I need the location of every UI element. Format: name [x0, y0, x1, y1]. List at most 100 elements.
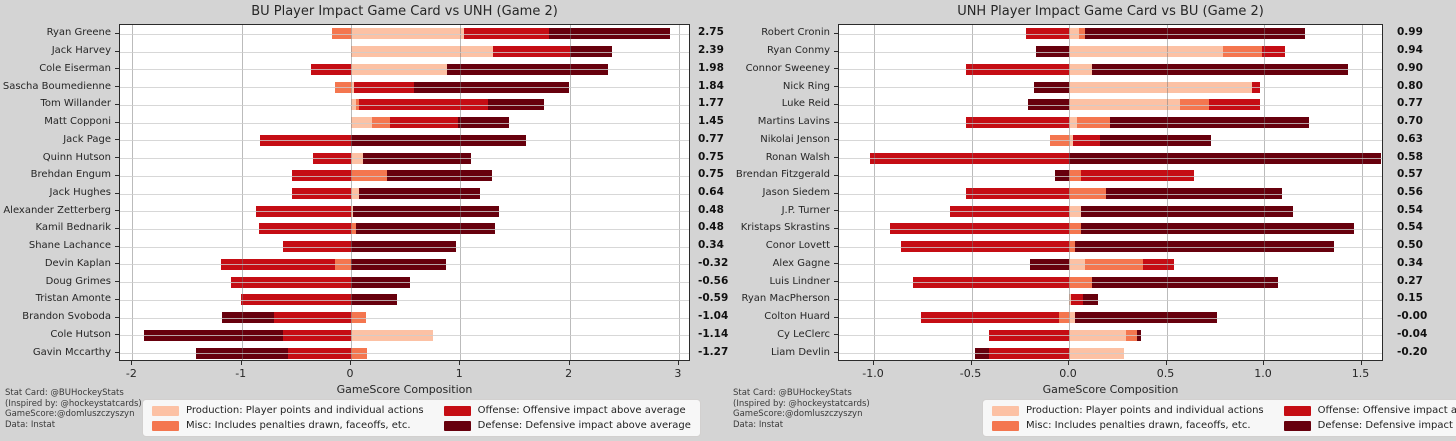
y-tick-mark — [834, 227, 838, 229]
x-tick-label: -0.5 — [959, 367, 982, 380]
y-gridline — [120, 51, 689, 53]
player-name: Ryan Conmy — [766, 45, 830, 57]
player-name: Tom Willander — [40, 98, 111, 110]
chart-title: UNH Player Impact Game Card vs BU (Game … — [957, 4, 1264, 19]
gamescore-total: 0.80 — [1397, 79, 1423, 92]
x-gridline — [1264, 25, 1265, 360]
x-tick-label: 1 — [455, 367, 463, 380]
x-tick-label: 0.0 — [1059, 367, 1077, 380]
player-name: Martins Lavins — [757, 116, 830, 128]
player-name: Conor Lovett — [765, 240, 830, 252]
y-gridline — [120, 299, 689, 301]
x-tick-mark — [1165, 361, 1167, 365]
y-gridline — [839, 140, 1382, 142]
y-gridline — [120, 140, 689, 142]
player-name: Matt Copponi — [44, 116, 111, 128]
gamescore-total: 0.58 — [1397, 150, 1423, 163]
gamescore-total: 1.77 — [698, 97, 724, 110]
x-tick-label: 3 — [674, 367, 682, 380]
x-tick-label: 0.5 — [1156, 367, 1175, 380]
player-name: Ryan Greene — [46, 27, 111, 39]
x-tick-mark — [873, 361, 874, 365]
x-gridline — [678, 25, 680, 360]
y-tick-mark — [834, 139, 838, 141]
y-gridline — [120, 69, 689, 71]
gamescore-total: 0.54 — [1397, 203, 1423, 216]
y-tick-mark — [834, 334, 838, 336]
gamescore-total: 0.75 — [698, 168, 724, 181]
misc-swatch — [992, 420, 1019, 431]
offense-swatch — [1283, 405, 1311, 416]
legend-item-production: Production: Player points and individual… — [152, 405, 424, 416]
y-tick-mark — [115, 227, 119, 229]
legend-label: Defense: Defensive impact above average — [477, 420, 691, 431]
player-name: Jack Hughes — [49, 187, 111, 198]
y-gridline — [120, 158, 689, 160]
player-name: Robert Cronin — [761, 27, 830, 39]
gamescore-total: 0.34 — [1397, 256, 1423, 269]
y-tick-mark — [115, 316, 119, 318]
y-gridline — [839, 246, 1382, 248]
gamescore-total: 0.99 — [1397, 26, 1423, 39]
player-name: Sascha Boumedienne — [2, 80, 111, 92]
gamescore-total: 0.90 — [1397, 61, 1423, 74]
x-tick-label: 2 — [565, 367, 573, 380]
y-tick-mark — [115, 334, 119, 336]
x-tick-mark — [459, 361, 461, 365]
player-name: Gavin Mccarthy — [32, 346, 111, 358]
y-gridline — [839, 299, 1382, 301]
y-gridline — [839, 51, 1382, 53]
x-tick-mark — [970, 361, 972, 365]
gamescore-total: 0.77 — [698, 132, 724, 145]
legend-item-misc: Misc: Includes penalties drawn, faceoffs… — [992, 420, 1264, 431]
legend-label: Production: Player points and individual… — [1026, 405, 1264, 416]
player-name: Liam Devlin — [770, 346, 830, 358]
misc-swatch — [152, 420, 179, 431]
y-tick-mark — [834, 32, 838, 34]
y-tick-mark — [115, 174, 119, 176]
gamescore-total: -0.20 — [1397, 345, 1428, 358]
legend-label: Production: Player points and individual… — [186, 405, 424, 416]
y-tick-mark — [834, 86, 838, 88]
player-name: Tristan Amonte — [35, 293, 111, 305]
legend-label: Offense: Offensive impact above average — [1317, 405, 1456, 416]
y-gridline — [839, 33, 1382, 35]
gamescore-total: -1.27 — [698, 345, 729, 358]
plot-area — [838, 24, 1383, 361]
y-gridline — [839, 335, 1382, 337]
legend-label: Misc: Includes penalties drawn, faceoffs… — [1026, 420, 1251, 431]
player-name: Luis Lindner — [769, 275, 830, 287]
legend-item-misc: Misc: Includes penalties drawn, faceoffs… — [152, 420, 424, 431]
y-gridline — [839, 317, 1382, 319]
y-gridline — [839, 282, 1382, 284]
y-gridline — [120, 264, 689, 266]
y-tick-mark — [115, 86, 119, 88]
x-gridline — [874, 25, 875, 360]
footer-line: Data: Instat — [5, 419, 56, 430]
unh-impact-chart-figure: UNH Player Impact Game Card vs BU (Game … — [728, 0, 1456, 441]
legend-item-offense: Offense: Offensive impact above average — [1283, 405, 1456, 416]
y-gridline — [120, 282, 689, 284]
player-name: Alex Gagne — [772, 257, 830, 269]
gamescore-total: 0.27 — [1397, 274, 1423, 287]
offense-swatch — [443, 405, 471, 416]
y-tick-mark — [834, 192, 838, 194]
player-name: Cole Eiserman — [39, 62, 111, 74]
player-name: Jack Page — [63, 133, 111, 145]
y-gridline — [120, 211, 689, 213]
gamescore-total: -0.56 — [698, 274, 729, 287]
gamescore-total: 0.77 — [1397, 97, 1423, 110]
gamescore-total: 0.50 — [1397, 239, 1423, 252]
x-tick-mark — [1360, 361, 1362, 365]
player-name: Brandon Svoboda — [22, 311, 111, 323]
y-tick-mark — [115, 139, 119, 141]
footer-line: (Inspired by: @hockeystatcards) — [733, 398, 870, 409]
player-name: Alexander Zetterberg — [3, 204, 111, 216]
gamescore-total: 0.56 — [1397, 186, 1423, 198]
y-tick-mark — [115, 157, 119, 159]
y-gridline — [839, 158, 1382, 160]
gamescore-total: 0.63 — [1397, 132, 1423, 145]
x-tick-mark — [131, 361, 133, 365]
x-tick-label: 1.0 — [1254, 367, 1272, 380]
gamescore-total: 0.94 — [1397, 44, 1423, 57]
